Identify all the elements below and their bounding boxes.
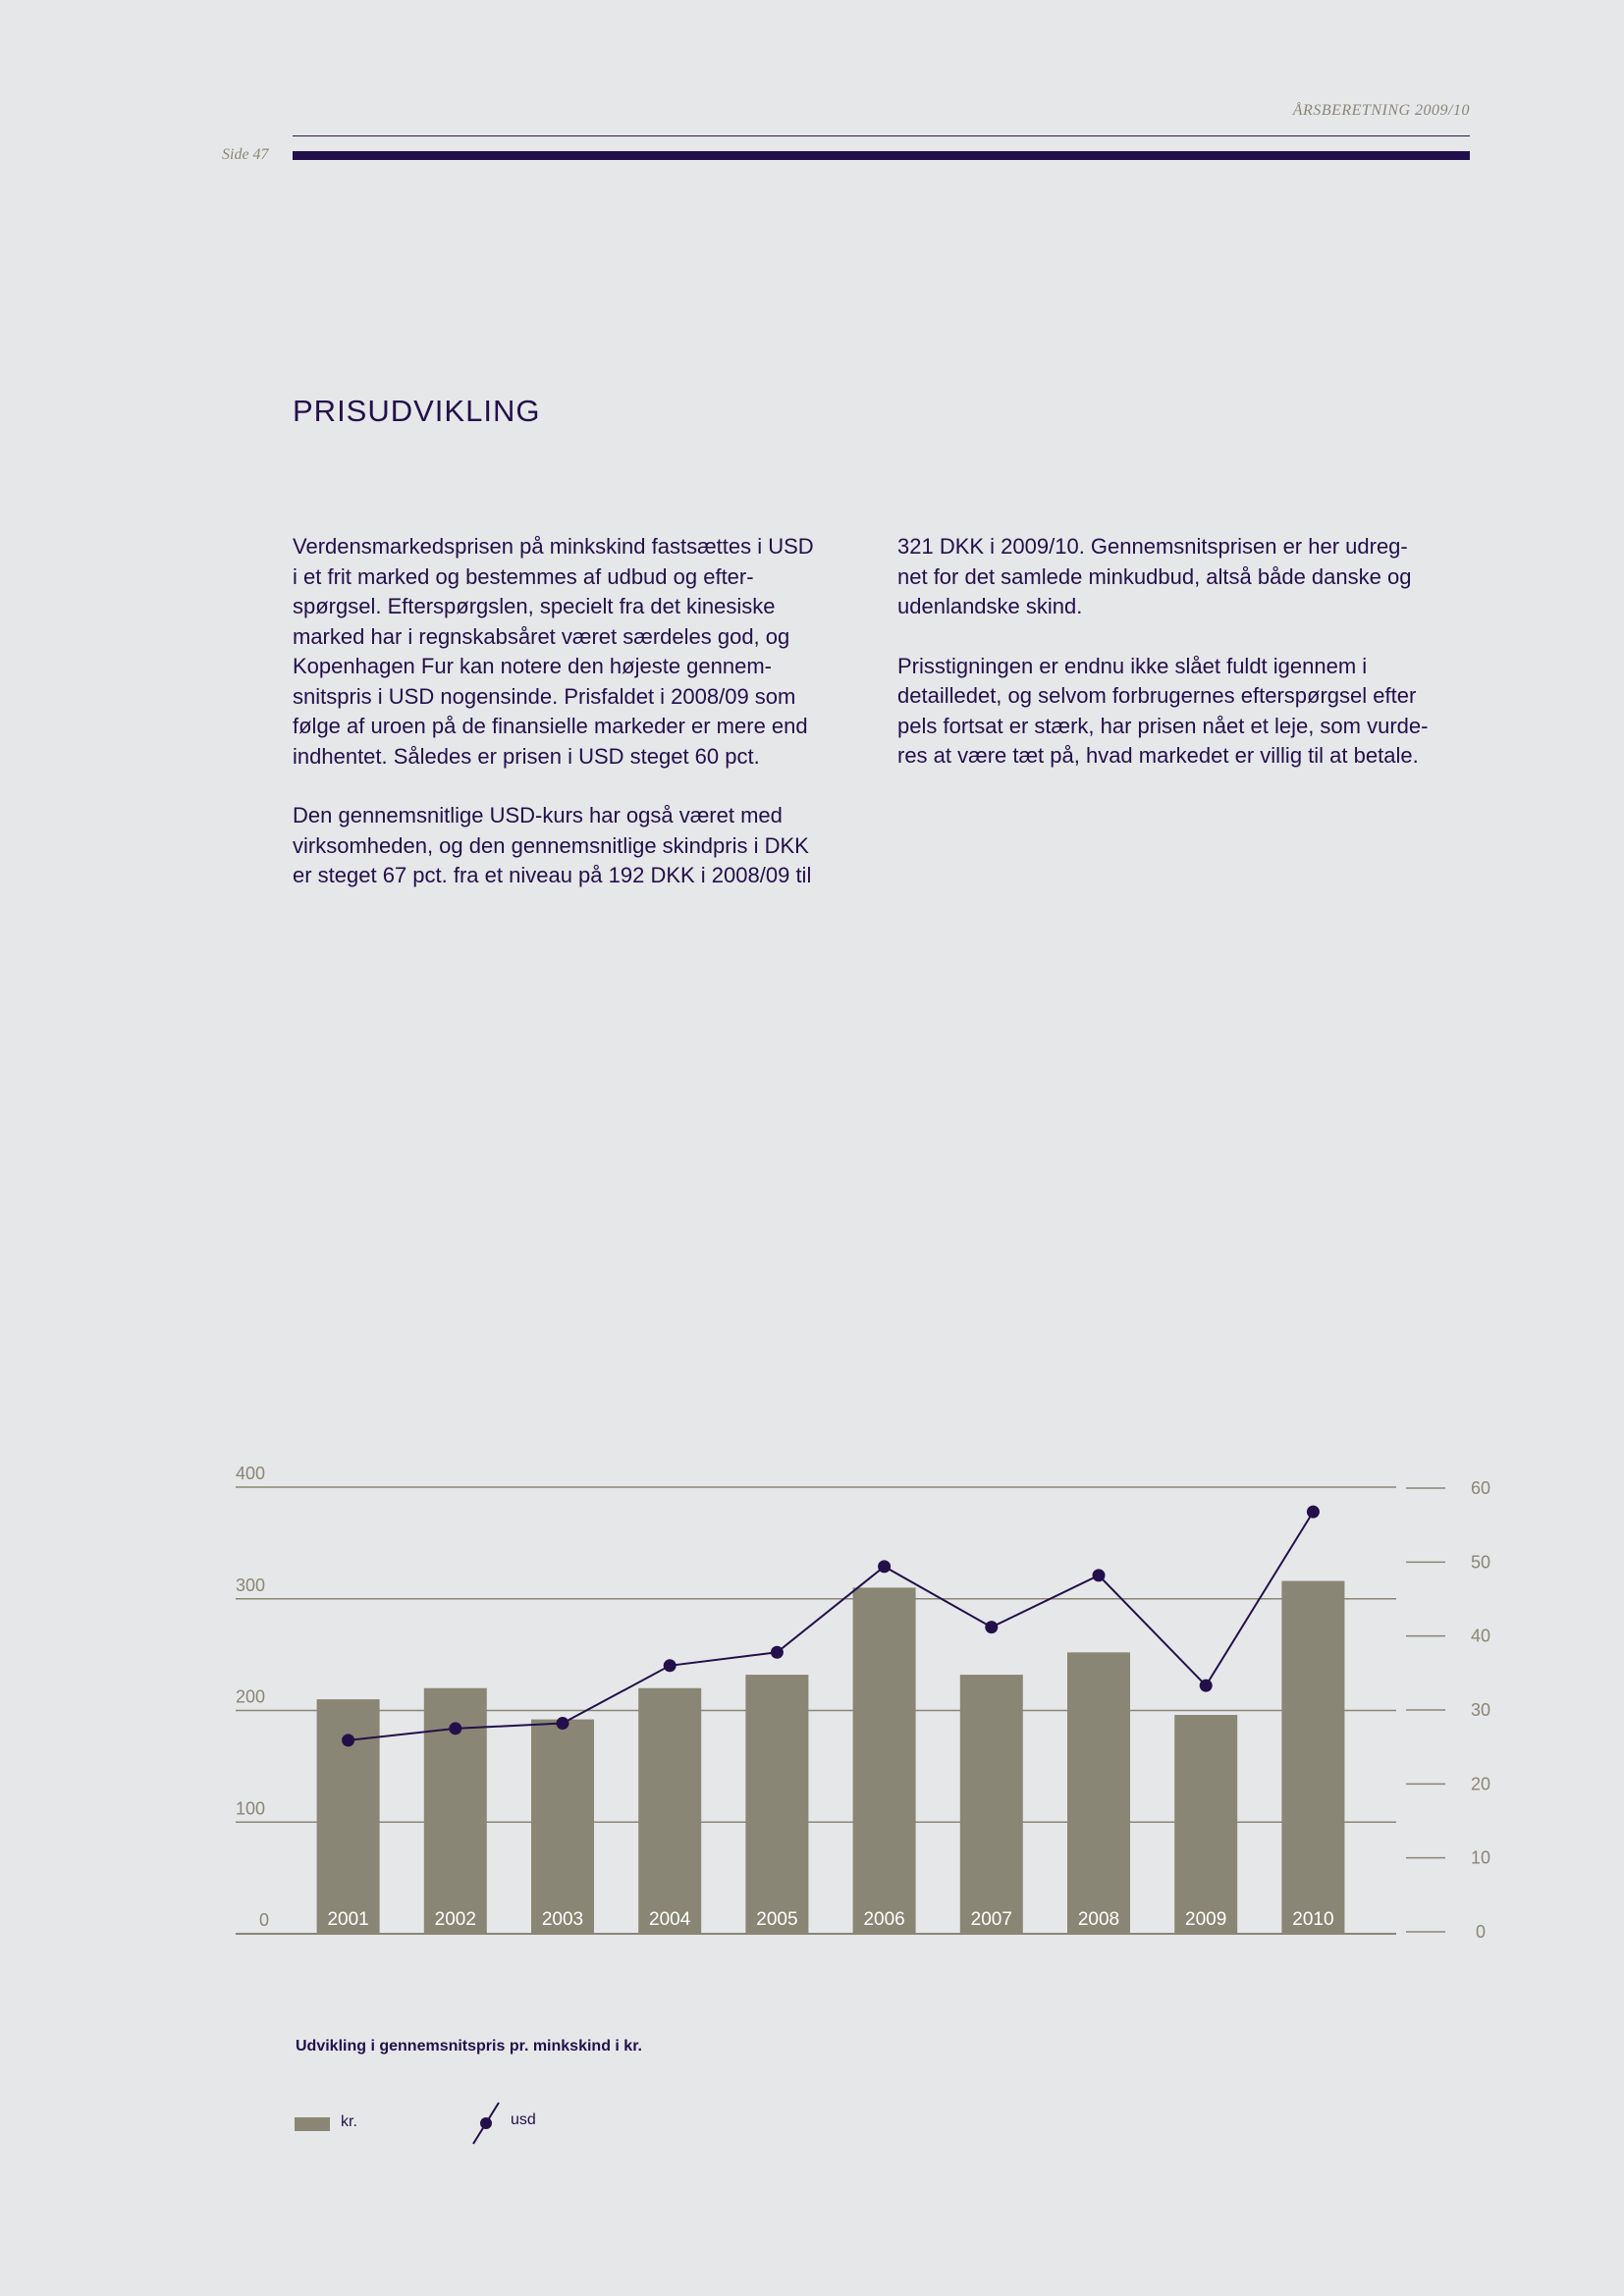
legend-line-marker-icon bbox=[472, 2102, 500, 2145]
usd-series-line bbox=[348, 1511, 1315, 1741]
legend-line-label: usd bbox=[511, 2111, 536, 2128]
usd-point bbox=[985, 1621, 999, 1634]
right-axis-tick-label: 10 bbox=[1471, 1848, 1490, 1868]
bar bbox=[852, 1587, 916, 1934]
left-axis-tick-label: 200 bbox=[236, 1687, 265, 1707]
paragraph: Verdensmarkedsprisen på minkskind fastsæ… bbox=[293, 534, 814, 769]
paragraph: Prisstigningen er endnu ikke slået fuldt… bbox=[897, 653, 1429, 769]
body-column-right: 321 DKK i 2009/10. Gennemsnitsprisen er … bbox=[897, 532, 1467, 801]
usd-point bbox=[1306, 1505, 1320, 1519]
usd-point bbox=[770, 1645, 784, 1659]
body-column-left: Verdensmarkedsprisen på minkskind fastsæ… bbox=[293, 532, 862, 921]
right-axis-tick-label: 0 bbox=[1476, 1922, 1486, 1942]
x-tick-label: 2004 bbox=[649, 1909, 691, 1930]
legend-bar-swatch bbox=[295, 2117, 330, 2131]
x-tick-label: 2001 bbox=[327, 1909, 368, 1930]
running-header-title: ÅRSBERETNING 2009/10 bbox=[1292, 102, 1470, 119]
x-tick-label: 2006 bbox=[863, 1909, 904, 1930]
bar bbox=[1067, 1652, 1130, 1934]
right-axis-tick-label: 50 bbox=[1471, 1552, 1490, 1572]
legend-bar-label: kr. bbox=[341, 2113, 357, 2130]
right-axis-tick-label: 20 bbox=[1471, 1774, 1490, 1793]
header-thin-rule bbox=[293, 135, 1470, 136]
bar bbox=[959, 1675, 1023, 1934]
header-thick-rule bbox=[293, 151, 1470, 160]
x-tick-label: 2007 bbox=[971, 1909, 1012, 1930]
x-tick-label: 2003 bbox=[542, 1909, 583, 1930]
usd-point bbox=[342, 1734, 355, 1747]
usd-point bbox=[1092, 1569, 1106, 1582]
x-tick-label: 2010 bbox=[1292, 1909, 1333, 1930]
usd-point bbox=[663, 1659, 677, 1673]
left-axis-tick-label: 100 bbox=[236, 1798, 265, 1818]
page-number: Side 47 bbox=[222, 146, 269, 163]
bar bbox=[531, 1719, 594, 1934]
usd-point bbox=[1199, 1679, 1213, 1692]
chart-caption: Udvikling i gennemsnitspris pr. minkskin… bbox=[296, 2038, 642, 2055]
bar bbox=[745, 1675, 809, 1934]
x-tick-label: 2008 bbox=[1078, 1909, 1119, 1930]
paragraph: 321 DKK i 2009/10. Gennemsnitsprisen er … bbox=[897, 534, 1412, 618]
right-axis-tick-label: 60 bbox=[1471, 1478, 1490, 1498]
left-axis-tick-label: 300 bbox=[236, 1575, 265, 1595]
usd-point bbox=[449, 1722, 462, 1735]
section-title: PRISUDVIKLING bbox=[293, 393, 541, 428]
paragraph: Den gennemsnitlige USD-kurs har også vær… bbox=[293, 803, 812, 887]
left-axis-tick-label: 0 bbox=[259, 1910, 269, 1930]
left-axis-tick-label: 400 bbox=[236, 1464, 265, 1483]
bar bbox=[638, 1687, 702, 1934]
right-axis-tick-label: 40 bbox=[1471, 1627, 1490, 1646]
bar bbox=[1174, 1715, 1238, 1934]
bar bbox=[1281, 1580, 1345, 1934]
usd-point bbox=[878, 1560, 892, 1574]
right-axis-tick-label: 30 bbox=[1471, 1700, 1490, 1720]
x-tick-label: 2005 bbox=[756, 1909, 797, 1930]
x-tick-label: 2009 bbox=[1185, 1909, 1226, 1930]
x-tick-label: 2002 bbox=[435, 1909, 476, 1930]
usd-point bbox=[556, 1717, 569, 1731]
